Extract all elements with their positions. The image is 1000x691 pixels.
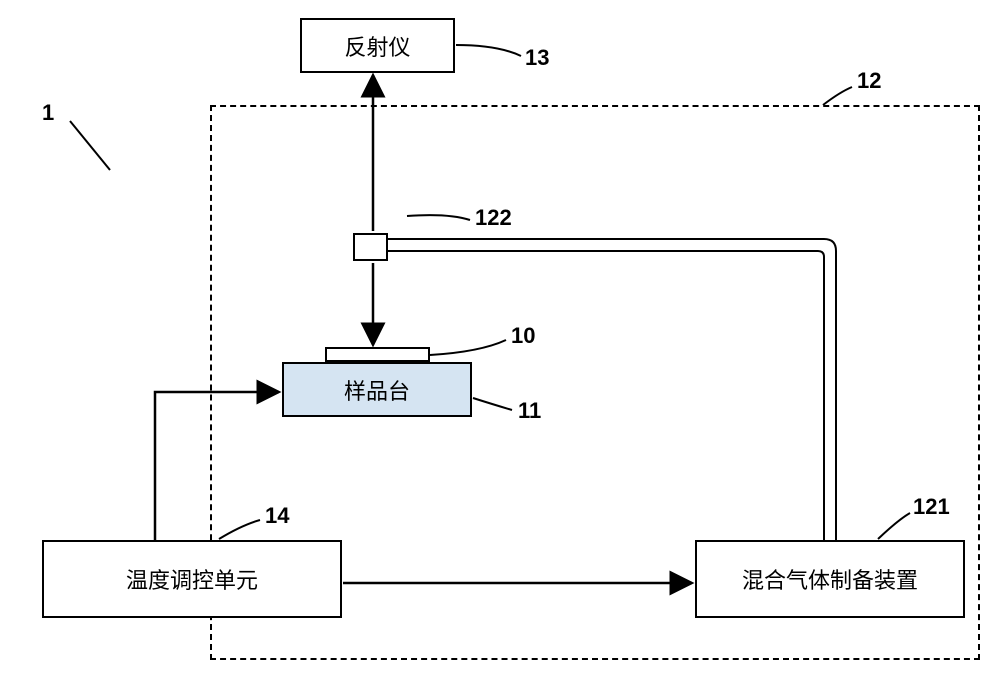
sample-stage-box: 样品台 — [282, 362, 472, 417]
ref-122: 122 — [475, 205, 512, 231]
ref-10: 10 — [511, 323, 535, 349]
gas-unit-box: 混合气体制备装置 — [695, 540, 965, 618]
temp-unit-box: 温度调控单元 — [42, 540, 342, 618]
sample-slot — [325, 347, 430, 362]
nozzle-box — [353, 233, 388, 261]
gas-unit-label: 混合气体制备装置 — [742, 563, 918, 595]
temp-unit-label: 温度调控单元 — [126, 563, 258, 595]
ref-121: 121 — [913, 494, 950, 520]
ref-11: 11 — [518, 398, 541, 424]
reflectometer-label: 反射仪 — [344, 30, 410, 62]
ref-1: 1 — [42, 100, 54, 126]
sample-stage-label: 样品台 — [344, 374, 410, 406]
reflectometer-box: 反射仪 — [300, 18, 455, 73]
ref-12: 12 — [857, 68, 881, 94]
ref-13: 13 — [525, 45, 549, 71]
ref-14: 14 — [265, 503, 289, 529]
